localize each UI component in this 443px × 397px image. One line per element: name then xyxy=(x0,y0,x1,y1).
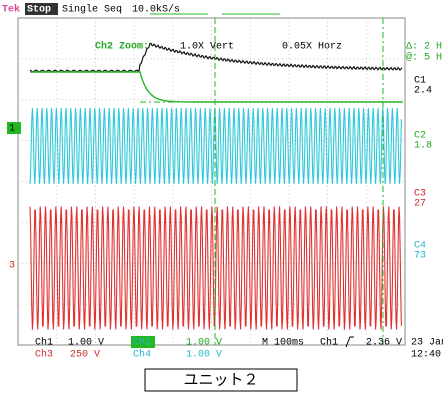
footer-scale: 1.00 V xyxy=(186,338,222,349)
readout-value: 73 xyxy=(414,251,426,262)
readout-value: 27 xyxy=(414,199,426,210)
readout-value: 1.8 xyxy=(414,141,432,152)
footer-ch: Ch2 xyxy=(133,337,151,349)
zoom-horz: 0.05X Horz xyxy=(282,42,342,53)
channel-marker: 3 xyxy=(9,261,15,272)
caption: ユニット２ xyxy=(183,372,258,388)
acq-mode: Single Seq xyxy=(62,4,122,16)
footer-time: 12:40 xyxy=(411,350,441,361)
status: Stop xyxy=(27,5,51,16)
cursor-delta: Δ: 2 H xyxy=(406,42,442,53)
readout-value: 2.4 xyxy=(414,86,432,97)
footer-date: 23 Jan xyxy=(411,338,443,349)
footer-timebase: M 100ms xyxy=(262,338,304,349)
footer-scale: 1.00 V xyxy=(186,350,222,361)
footer-trigger-level: 2.36 V xyxy=(366,338,402,349)
oscilloscope-screenshot: Tek Stop Single Seq 10.0kS/s Ch2 Zoom: 1… xyxy=(0,0,443,392)
sample-rate: 10.0kS/s xyxy=(132,4,180,16)
cursor-at: @: 5 H xyxy=(406,52,442,64)
footer-scale: 1.00 V xyxy=(68,338,104,349)
footer-ch: Ch4 xyxy=(133,349,151,361)
footer-ch: Ch1 xyxy=(35,337,53,349)
footer-scale: 250 V xyxy=(70,350,100,361)
footer-ch: Ch3 xyxy=(35,349,53,361)
brand: Tek xyxy=(2,4,20,16)
zoom-vert: 1.0X Vert xyxy=(180,42,234,53)
footer-trigger-ch: Ch1 xyxy=(320,337,338,349)
channel-marker: 1 xyxy=(9,124,15,135)
zoom-label: Ch2 Zoom: xyxy=(95,41,149,53)
